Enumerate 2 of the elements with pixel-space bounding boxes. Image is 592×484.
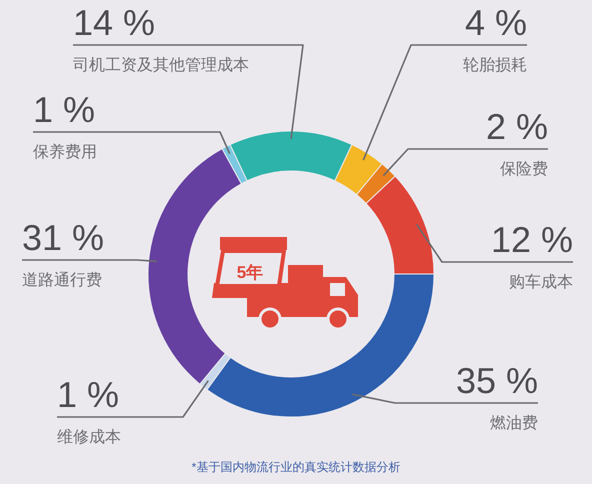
annotation: 5年 xyxy=(236,263,264,282)
annotation: *基于国内物流行业的真实统计数据分析 xyxy=(192,460,400,474)
